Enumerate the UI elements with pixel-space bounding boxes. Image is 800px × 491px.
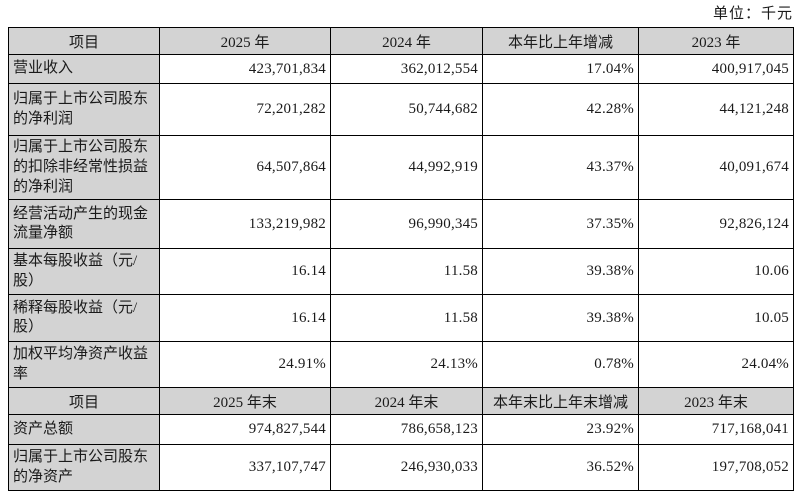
table-cell: 37.35% xyxy=(482,199,639,250)
table-cell: 36.52% xyxy=(482,444,639,491)
table-cell: 96,990,345 xyxy=(330,199,483,250)
table-cell: 337,107,747 xyxy=(159,444,331,491)
row-label: 归属于上市公司股东 的扣除非经常性损益 的净利润 xyxy=(8,134,160,201)
table-cell: 17.04% xyxy=(482,54,639,84)
table-cell: 717,168,041 xyxy=(638,414,794,446)
table-cell: 24.04% xyxy=(638,341,794,389)
row-label: 归属于上市公司股东 的净资产 xyxy=(8,444,160,491)
row-label: 资产总额 xyxy=(8,414,160,446)
row-label: 归属于上市公司股东 的净利润 xyxy=(8,83,160,136)
table-cell: 24.13% xyxy=(330,341,483,389)
column-header-end-2023: 2023 年末 xyxy=(638,387,794,416)
unit-label: 单位：千元 xyxy=(712,6,793,22)
table-cell: 40,091,674 xyxy=(638,134,794,201)
table-cell: 974,827,544 xyxy=(159,414,331,446)
row-label: 基本每股收益（元/ 股） xyxy=(8,248,160,296)
table-row-net-profit-excl-nonrecurring: 归属于上市公司股东 的扣除非经常性损益 的净利润 64,507,864 44,9… xyxy=(8,134,794,201)
table-cell: 246,930,033 xyxy=(330,444,483,491)
table-cell: 11.58 xyxy=(330,294,483,343)
annual-header-row: 项目 2025 年 2024 年 本年比上年增减 2023 年 xyxy=(8,27,794,55)
table-cell: 64,507,864 xyxy=(159,134,331,201)
row-label: 稀释每股收益（元/ 股） xyxy=(8,294,160,343)
row-label: 营业收入 xyxy=(8,54,160,84)
table-cell: 39.38% xyxy=(482,294,639,343)
column-header-year-end-change: 本年末比上年末增减 xyxy=(482,387,639,416)
table-cell: 197,708,052 xyxy=(638,444,794,491)
table-cell: 39.38% xyxy=(482,248,639,296)
table-row-net-profit: 归属于上市公司股东 的净利润 72,201,282 50,744,682 42.… xyxy=(8,83,794,136)
table-cell: 786,658,123 xyxy=(330,414,483,446)
table-cell: 42.28% xyxy=(482,83,639,136)
column-header-2024: 2024 年 xyxy=(330,27,483,55)
table-cell: 72,201,282 xyxy=(159,83,331,136)
table-row-net-assets: 归属于上市公司股东 的净资产 337,107,747 246,930,033 3… xyxy=(8,444,794,491)
year-end-header-row: 项目 2025 年末 2024 年末 本年末比上年末增减 2023 年末 xyxy=(8,387,794,416)
column-header-2023: 2023 年 xyxy=(638,27,794,55)
key-financials-table: 项目 2025 年 2024 年 本年比上年增减 2023 年 营业收入 423… xyxy=(8,27,794,491)
column-header-yoy-change: 本年比上年增减 xyxy=(482,27,639,55)
table-cell: 133,219,982 xyxy=(159,199,331,250)
table-row-diluted-eps: 稀释每股收益（元/ 股） 16.14 11.58 39.38% 10.05 xyxy=(8,294,794,343)
table-cell: 362,012,554 xyxy=(330,54,483,84)
table-row-revenue: 营业收入 423,701,834 362,012,554 17.04% 400,… xyxy=(8,54,794,84)
table-row-weighted-avg-roe: 加权平均净资产收益 率 24.91% 24.13% 0.78% 24.04% xyxy=(8,341,794,389)
table-row-operating-cash-flow: 经营活动产生的现金 流量净额 133,219,982 96,990,345 37… xyxy=(8,199,794,250)
table-cell: 0.78% xyxy=(482,341,639,389)
table-cell: 423,701,834 xyxy=(159,54,331,84)
table-cell: 16.14 xyxy=(159,248,331,296)
column-header-end-2024: 2024 年末 xyxy=(330,387,483,416)
table-cell: 92,826,124 xyxy=(638,199,794,250)
table-cell: 44,121,248 xyxy=(638,83,794,136)
row-label: 加权平均净资产收益 率 xyxy=(8,341,160,389)
table-cell: 50,744,682 xyxy=(330,83,483,136)
column-header-item: 项目 xyxy=(8,27,160,55)
table-cell: 43.37% xyxy=(482,134,639,201)
table-cell: 10.06 xyxy=(638,248,794,296)
table-cell: 24.91% xyxy=(159,341,331,389)
table-cell: 11.58 xyxy=(330,248,483,296)
row-label: 经营活动产生的现金 流量净额 xyxy=(8,199,160,250)
table-cell: 44,992,919 xyxy=(330,134,483,201)
table-cell: 10.05 xyxy=(638,294,794,343)
table-row-total-assets: 资产总额 974,827,544 786,658,123 23.92% 717,… xyxy=(8,414,794,446)
table-cell: 400,917,045 xyxy=(638,54,794,84)
column-header-end-2025: 2025 年末 xyxy=(159,387,331,416)
column-header-item: 项目 xyxy=(8,387,160,416)
table-row-basic-eps: 基本每股收益（元/ 股） 16.14 11.58 39.38% 10.06 xyxy=(8,248,794,296)
table-cell: 16.14 xyxy=(159,294,331,343)
column-header-2025: 2025 年 xyxy=(159,27,331,55)
table-cell: 23.92% xyxy=(482,414,639,446)
